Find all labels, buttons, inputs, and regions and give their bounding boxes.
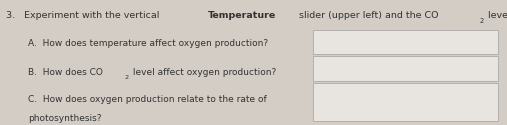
- Text: B.  How does CO: B. How does CO: [28, 68, 103, 77]
- Text: C.  How does oxygen production relate to the rate of: C. How does oxygen production relate to …: [28, 95, 267, 104]
- Text: Temperature: Temperature: [208, 11, 276, 20]
- Text: 3.   Experiment with the vertical: 3. Experiment with the vertical: [6, 11, 162, 20]
- Text: slider (upper left) and the CO: slider (upper left) and the CO: [296, 11, 439, 20]
- Bar: [313, 30, 498, 54]
- Text: A.  How does temperature affect oxygen production?: A. How does temperature affect oxygen pr…: [28, 39, 268, 48]
- Text: level affect oxygen production?: level affect oxygen production?: [130, 68, 276, 77]
- Text: level slider.: level slider.: [485, 11, 507, 20]
- Text: photosynthesis?: photosynthesis?: [28, 114, 101, 123]
- Bar: [313, 56, 498, 81]
- Text: 2: 2: [480, 18, 484, 24]
- Text: 2: 2: [125, 75, 129, 80]
- Bar: [313, 82, 498, 121]
